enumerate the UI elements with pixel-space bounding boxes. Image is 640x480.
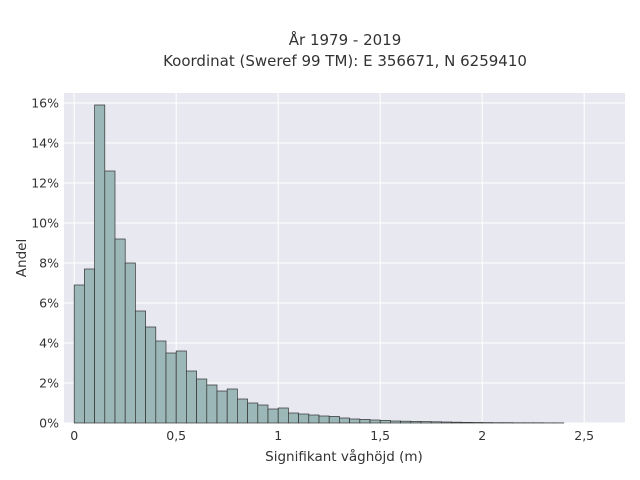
histogram-bar (165, 352, 177, 424)
histogram-bar (339, 417, 350, 424)
histogram-bar (369, 419, 381, 424)
histogram-bar (379, 420, 391, 424)
histogram-bar (471, 422, 483, 424)
histogram-bar (104, 170, 116, 424)
histogram-bar (318, 415, 330, 424)
histogram-bar (288, 412, 299, 424)
y-tick-label: 2% (39, 376, 59, 391)
histogram-bar (84, 268, 95, 424)
histogram-bar (237, 398, 248, 424)
histogram-bar (390, 420, 401, 424)
histogram-bar (247, 402, 259, 424)
y-tick-label: 8% (39, 256, 59, 271)
y-tick-label: 12% (31, 176, 59, 191)
tick-labels: 0% 2% 4% 6% 8% 10% 12% 14% 16% 0 0,5 1 1,5 2 2,5 (31, 96, 594, 444)
y-tick-label: 14% (31, 136, 59, 151)
chart-title: År 1979 - 2019 (289, 30, 402, 49)
histogram-bar (124, 262, 136, 424)
y-tick-label: 10% (31, 216, 59, 231)
histogram-bar (298, 413, 310, 424)
histogram-bar (206, 384, 218, 424)
histogram-bar (461, 422, 473, 424)
histogram-bar (359, 419, 371, 424)
x-tick-label: 2 (478, 428, 486, 443)
x-tick-label: 2,5 (574, 428, 594, 443)
y-tick-label: 6% (39, 296, 59, 311)
chart-subtitle: Koordinat (Sweref 99 TM): E 356671, N 62… (163, 52, 527, 70)
histogram-bar (400, 420, 412, 424)
histogram-bar (308, 414, 320, 424)
histogram-bar (328, 416, 340, 424)
x-tick-label: 0 (70, 428, 78, 443)
histogram-bar (430, 421, 442, 424)
y-tick-label: 4% (39, 336, 59, 351)
histogram-bar (145, 326, 157, 424)
histogram-bar (420, 421, 432, 424)
histogram-bar (135, 310, 146, 424)
histogram-bar (267, 408, 279, 424)
y-axis-label: Andel (14, 239, 30, 277)
histogram-bar (114, 238, 126, 424)
y-tick-label: 0% (39, 416, 59, 431)
histogram-bar (451, 421, 463, 424)
histogram-bar (226, 388, 238, 424)
histogram-bar (257, 404, 269, 424)
histogram-bar (410, 421, 422, 424)
x-tick-label: 1,5 (370, 428, 390, 443)
x-tick-label: 1 (274, 428, 282, 443)
x-tick-label: 0,5 (166, 428, 186, 443)
histogram-bar (186, 370, 197, 424)
histogram-bars (73, 104, 565, 424)
histogram-bar (175, 350, 187, 424)
histogram-bar (155, 340, 167, 424)
histogram-bar (196, 378, 208, 424)
x-axis-label: Signifikant våghöjd (m) (265, 448, 423, 465)
histogram-bar (349, 418, 361, 424)
histogram-bar (277, 407, 289, 424)
histogram-bar (441, 421, 452, 424)
histogram-bar (216, 390, 228, 424)
y-tick-label: 16% (31, 96, 59, 111)
histogram-bar (73, 284, 85, 424)
histogram-bar (94, 104, 106, 424)
